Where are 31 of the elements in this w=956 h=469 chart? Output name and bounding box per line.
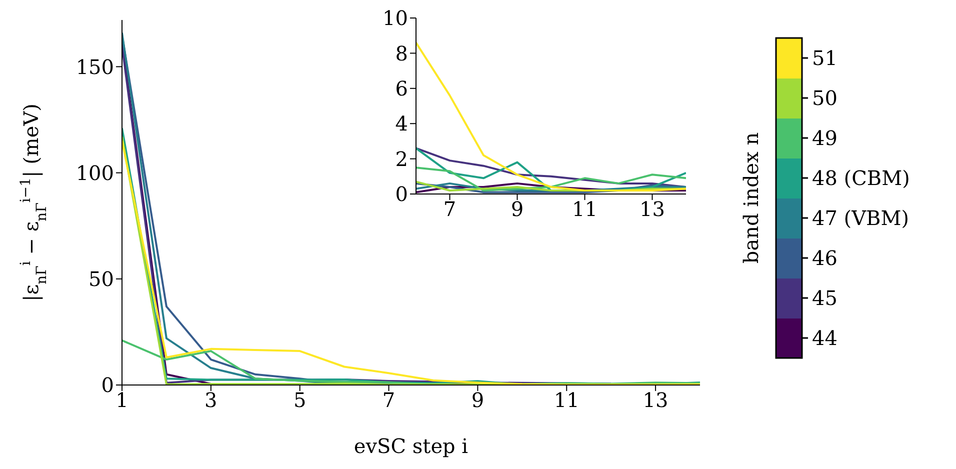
legend-title: band index n [739, 132, 763, 264]
y-tick-label: 150 [76, 54, 114, 79]
x-tick-label: 9 [510, 197, 524, 222]
x-tick-label: 13 [640, 197, 665, 222]
legend-label: 48 (CBM) [812, 166, 910, 190]
y-tick-label: 10 [382, 6, 408, 30]
x-tick-label: 5 [293, 388, 306, 412]
x-axis-title: evSC step i [354, 434, 468, 458]
legend-label: 51 [812, 46, 838, 70]
x-tick-label: 1 [116, 388, 128, 412]
x-tick-label: 11 [572, 197, 598, 222]
legend-label: 47 (VBM) [812, 206, 910, 230]
legend-label: 49 [812, 126, 838, 150]
y-tick-label: 50 [88, 266, 114, 291]
y-tick-label: 8 [395, 41, 408, 66]
y-tick-label: 2 [395, 146, 408, 171]
x-tick-label: 7 [443, 197, 456, 222]
y-tick-label: 100 [76, 160, 114, 185]
legend-label: 44 [812, 326, 838, 350]
x-tick-label: 11 [554, 388, 580, 412]
y-tick-label: 6 [395, 76, 408, 100]
legend-label: 46 [812, 246, 838, 270]
y-tick-label: 0 [101, 373, 114, 398]
y-tick-label: 4 [395, 112, 408, 136]
x-tick-label: 3 [204, 388, 218, 412]
x-tick-label: 7 [382, 388, 396, 412]
x-tick-label: 9 [471, 388, 484, 412]
x-tick-label: 13 [642, 388, 668, 412]
legend-label: 50 [812, 86, 838, 110]
y-tick-label: 0 [395, 182, 408, 206]
legend-label: 45 [812, 286, 838, 310]
